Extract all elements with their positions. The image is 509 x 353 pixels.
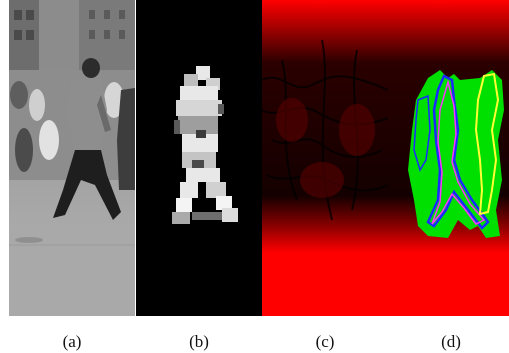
caption-b: (b) <box>189 332 209 351</box>
caption-a: (a) <box>62 332 82 351</box>
magenta-contour <box>431 79 486 225</box>
distance-map-image <box>262 0 388 316</box>
panel-c-distance-map <box>262 0 388 316</box>
caption-c: (c) <box>315 332 335 351</box>
panel-d-segmentation <box>388 0 509 316</box>
left-person-contour <box>413 94 431 172</box>
panel-a-photo <box>9 0 135 316</box>
yellow-contour <box>474 72 500 216</box>
blue-contour <box>426 74 490 230</box>
panel-b-probability-map <box>136 0 262 316</box>
probability-map-image <box>136 0 262 316</box>
segmentation-overlay-image <box>388 0 509 316</box>
street-photo-image <box>9 0 135 316</box>
caption-d: (d) <box>441 332 461 351</box>
